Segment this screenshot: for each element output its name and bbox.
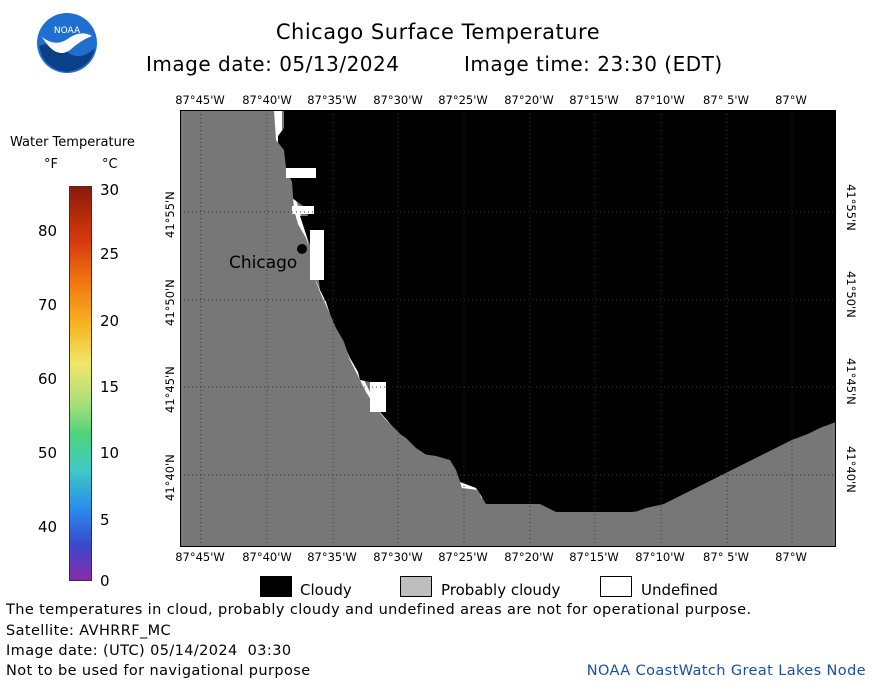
- legend-c-tick: 0: [100, 572, 110, 590]
- undefined-swatch: [600, 576, 632, 597]
- image-time: Image time: 23:30 (EDT): [464, 52, 723, 76]
- lat-label-left: 41°50'N: [163, 279, 177, 326]
- city-label: Chicago: [229, 253, 298, 273]
- undefined-speck: [292, 206, 314, 214]
- lon-label-top: 87°20'W: [504, 93, 554, 107]
- satellite-text: Satellite: AVHRRF_MC: [6, 623, 172, 639]
- cloudy-swatch: [260, 576, 292, 597]
- lon-label-top: 87°35'W: [307, 93, 357, 107]
- disclaimer-text: The temperatures in cloud, probably clou…: [6, 602, 752, 618]
- legend-f-tick: 70: [38, 296, 58, 314]
- lon-label-top: 87° 5'W: [703, 93, 749, 107]
- credit-link[interactable]: NOAA CoastWatch Great Lakes Node: [586, 663, 866, 679]
- legend-unit-c: °C: [102, 157, 118, 172]
- probably-cloudy-swatch: [400, 576, 432, 597]
- lat-label-left: 41°40'N: [163, 454, 177, 501]
- legend-c-tick: 25: [100, 245, 120, 263]
- utc-date-text: Image date: (UTC) 05/14/2024 03:30: [6, 643, 292, 659]
- cloudy-label: Cloudy: [300, 581, 352, 599]
- svg-text:NOAA: NOAA: [54, 26, 81, 36]
- lon-label-top: 87°15'W: [569, 93, 619, 107]
- legend-f-tick: 80: [38, 222, 58, 240]
- land-coast: [180, 110, 836, 547]
- lat-label-left: 41°55'N: [163, 191, 177, 238]
- lat-label-right: 41°55'N: [844, 184, 858, 231]
- legend-c-tick: 10: [100, 444, 120, 462]
- lon-label-top: 87°45'W: [175, 93, 225, 107]
- image-date: Image date: 05/13/2024: [146, 52, 400, 76]
- chicago-marker: [297, 244, 307, 254]
- color-bar: [69, 186, 92, 581]
- undefined-speck: [310, 230, 324, 280]
- probably-cloudy-label: Probably cloudy: [441, 581, 561, 599]
- undefined-label: Undefined: [641, 581, 718, 599]
- lat-label-right: 41°50'N: [844, 271, 858, 318]
- legend-f-tick: 40: [38, 518, 58, 536]
- lon-label-bottom: 87°20'W: [504, 550, 554, 564]
- legend-f-tick: 50: [38, 444, 58, 462]
- lat-label-right: 41°45'N: [844, 358, 858, 405]
- lon-label-top: 87°30'W: [373, 93, 423, 107]
- navigation-warning: Not to be used for navigational purpose: [6, 663, 311, 679]
- lon-label-top: 87°W: [775, 93, 807, 107]
- legend-c-tick: 5: [100, 511, 110, 529]
- lat-label-left: 41°45'N: [163, 366, 177, 413]
- lon-label-bottom: 87°30'W: [373, 550, 423, 564]
- undefined-speck: [286, 168, 316, 178]
- legend-c-tick: 20: [100, 312, 120, 330]
- legend-title: Water Temperature: [10, 135, 135, 150]
- cloudy-area: [278, 110, 836, 512]
- lon-label-bottom: 87°10'W: [635, 550, 685, 564]
- undefined-speck: [370, 382, 386, 412]
- lon-label-bottom: 87°25'W: [438, 550, 488, 564]
- legend-unit-f: °F: [44, 157, 58, 172]
- lat-label-right: 41°40'N: [844, 446, 858, 493]
- lon-label-bottom: 87°35'W: [307, 550, 357, 564]
- lon-label-top: 87°10'W: [635, 93, 685, 107]
- lon-label-bottom: 87°15'W: [569, 550, 619, 564]
- lon-label-bottom: 87°W: [775, 550, 807, 564]
- lon-label-top: 87°40'W: [242, 93, 292, 107]
- legend-c-tick: 30: [100, 181, 120, 199]
- lon-label-bottom: 87° 5'W: [703, 550, 749, 564]
- graticule: [180, 110, 836, 547]
- lon-label-bottom: 87°45'W: [175, 550, 225, 564]
- legend-f-tick: 60: [38, 370, 58, 388]
- noaa-logo: NOAA: [36, 12, 98, 74]
- map-area[interactable]: [180, 110, 836, 547]
- legend-c-tick: 15: [100, 378, 120, 396]
- lon-label-top: 87°25'W: [438, 93, 488, 107]
- page-title: Chicago Surface Temperature: [275, 20, 601, 44]
- lon-label-bottom: 87°40'W: [242, 550, 292, 564]
